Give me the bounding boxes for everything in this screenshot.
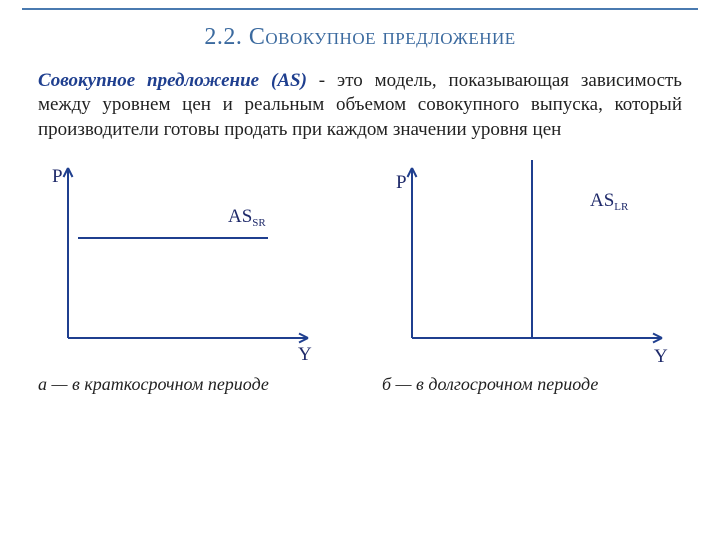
as-curve-label: ASLR xyxy=(590,190,629,213)
y-axis xyxy=(408,168,417,338)
x-axis xyxy=(412,333,662,342)
chart-long-run-svg: P Y ASLR xyxy=(382,158,692,368)
definition-paragraph: Совокупное предложение (AS) - это модель… xyxy=(38,69,682,142)
x-axis xyxy=(68,333,308,342)
y-axis-label: Y xyxy=(298,344,312,365)
caption-long-run: б — в долгосрочном периоде xyxy=(382,374,682,395)
charts-row: P Y ASSR а — в краткосрочном периоде P Y ASL… xyxy=(38,158,682,395)
chart-short-run-svg: P Y ASSR xyxy=(38,158,338,368)
caption-short-run: а — в краткосрочном периоде xyxy=(38,374,338,395)
chart-short-run: P Y ASSR а — в краткосрочном периоде xyxy=(38,158,338,395)
header-accent-line xyxy=(22,8,698,10)
y-axis-label: Y xyxy=(654,346,668,367)
p-axis-label: P xyxy=(396,172,407,193)
p-axis-label: P xyxy=(52,166,63,187)
y-axis xyxy=(64,168,73,338)
chart-long-run: P Y ASLR б — в долгосрочном периоде xyxy=(382,158,682,395)
as-curve-label: ASSR xyxy=(228,206,266,229)
definition-term: Совокупное предложение (AS) xyxy=(38,70,307,91)
